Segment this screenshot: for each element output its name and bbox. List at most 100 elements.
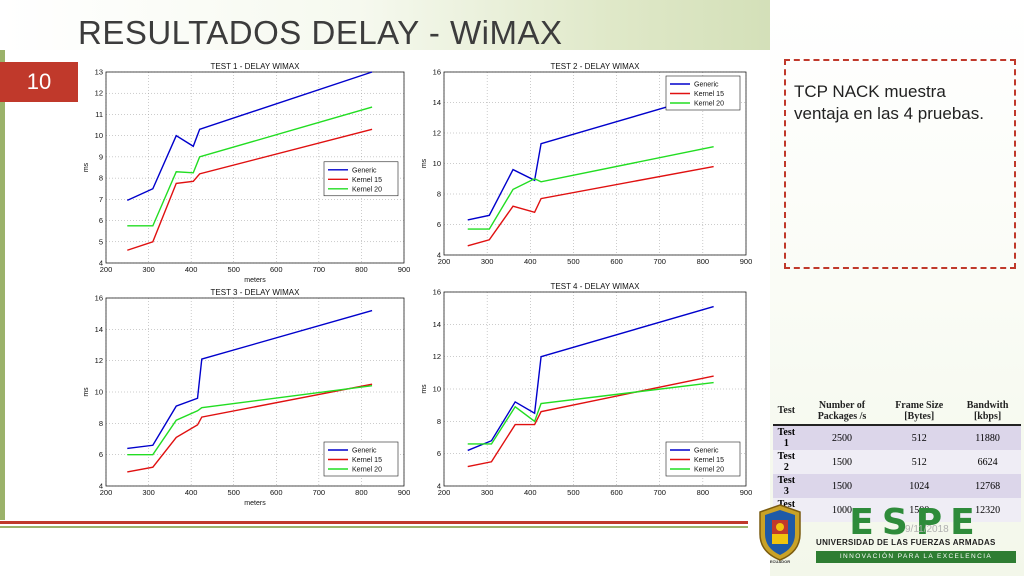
- y-tick-label: 5: [99, 237, 103, 246]
- x-tick-label: 400: [524, 488, 537, 497]
- y-tick-label: 12: [95, 356, 103, 365]
- table-cell: Test 3: [773, 474, 800, 498]
- y-axis-label: ms: [83, 162, 90, 172]
- x-tick-label: 200: [100, 488, 113, 497]
- legend-label: Kernel 15: [352, 457, 382, 464]
- x-tick-label: 200: [438, 257, 451, 266]
- x-tick-label: 800: [355, 488, 368, 497]
- chart-title: TEST 3 - DELAY WIMAX: [211, 288, 301, 297]
- university-emblem-icon: ECUADOR: [759, 504, 801, 564]
- y-tick-label: 10: [433, 385, 441, 394]
- y-tick-label: 7: [99, 195, 103, 204]
- x-tick-label: 400: [185, 488, 198, 497]
- plot-frame: [443, 71, 747, 256]
- y-tick-label: 16: [433, 68, 441, 77]
- series-line-kernel-20: [467, 146, 714, 230]
- university-name: UNIVERSIDAD DE LAS FUERZAS ARMADAS: [816, 538, 996, 547]
- x-tick-label: 900: [740, 257, 753, 266]
- x-tick-label: 600: [610, 257, 623, 266]
- x-axis-label: meters: [244, 500, 266, 507]
- x-tick-label: 900: [398, 265, 411, 274]
- y-tick-label: 8: [437, 417, 441, 426]
- table-cell: 1000: [799, 498, 885, 522]
- y-tick-label: 14: [433, 98, 441, 107]
- series-line-kernel-20: [127, 385, 373, 456]
- chart-title: TEST 2 - DELAY WIMAX: [551, 62, 641, 71]
- y-tick-label: 4: [437, 482, 441, 491]
- table-header-row: Test Number of Packages /s Frame Size [B…: [773, 397, 1021, 426]
- x-tick-label: 400: [524, 257, 537, 266]
- table-header-cell: Bandwith [kbps]: [954, 397, 1021, 426]
- legend-label: Kernel 15: [352, 177, 382, 184]
- series-line-kernel-15: [467, 375, 714, 468]
- series-line-kernel-20: [127, 106, 373, 227]
- y-tick-label: 12: [433, 352, 441, 361]
- x-tick-label: 800: [355, 265, 368, 274]
- table-cell: 6624: [954, 450, 1021, 474]
- x-tick-label: 300: [142, 488, 155, 497]
- y-tick-label: 16: [95, 294, 103, 303]
- table-cell: 1024: [884, 474, 955, 498]
- plot-frame: [443, 291, 747, 487]
- legend-label: Generic: [352, 448, 377, 455]
- legend-label: Kernel 15: [694, 91, 724, 98]
- legend-label: Kernel 20: [352, 186, 382, 193]
- table-cell: Test 1: [773, 425, 800, 450]
- espe-logo: ECUADOR ESPE UNIVERSIDAD DE LAS FUERZAS …: [750, 500, 1024, 576]
- chart-svg: TEST 4 - DELAY WIMAX 200 300 400 500 600 700 80…: [421, 282, 753, 497]
- x-tick-label: 600: [270, 488, 283, 497]
- legend-box: [665, 75, 741, 111]
- table-cell: 512: [884, 450, 955, 474]
- x-tick-label: 800: [697, 488, 710, 497]
- x-tick-label: 900: [740, 488, 753, 497]
- y-tick-label: 10: [95, 388, 103, 397]
- x-tick-label: 700: [313, 265, 326, 274]
- table-cell: 12320: [954, 498, 1021, 522]
- series-line-generic: [467, 92, 714, 221]
- x-tick-label: 900: [398, 488, 411, 497]
- slide-number: 10: [0, 62, 78, 102]
- table-cell: 1500: [884, 498, 955, 522]
- y-tick-label: 10: [95, 131, 103, 140]
- series-line-kernel-15: [467, 165, 714, 247]
- series-line-generic: [467, 305, 714, 452]
- callout-text: TCP NACK muestra ventaja en las 4 prueba…: [794, 82, 984, 123]
- chart-title: TEST 1 - DELAY WIMAX: [211, 62, 301, 71]
- x-axis-label: meters: [244, 277, 266, 284]
- espe-wordmark-icon: ESPE: [849, 504, 983, 538]
- x-tick-label: 500: [227, 265, 240, 274]
- x-tick-label: 500: [567, 257, 580, 266]
- series-line-kernel-15: [127, 128, 373, 251]
- x-tick-label: 500: [567, 488, 580, 497]
- x-tick-label: 300: [142, 265, 155, 274]
- y-tick-label: 9: [99, 152, 103, 161]
- x-tick-label: 600: [610, 488, 623, 497]
- y-tick-label: 6: [99, 450, 103, 459]
- plot-frame: [105, 297, 405, 487]
- series-line-generic: [126, 71, 373, 202]
- x-tick-label: 800: [697, 257, 710, 266]
- chart-svg: TEST 3 - DELAY WIMAX 200 300 400 500 600 700 80…: [83, 288, 411, 507]
- y-tick-label: 12: [95, 89, 103, 98]
- plot-frame: [105, 71, 405, 264]
- chart-test-1: TEST 1 - DELAY WIMAX 200 300 400 500 600 700 80…: [82, 60, 414, 285]
- y-tick-label: 4: [99, 259, 103, 268]
- x-tick-label: 300: [481, 488, 494, 497]
- y-tick-label: 4: [99, 482, 103, 491]
- y-tick-label: 14: [95, 325, 103, 334]
- legend-label: Generic: [694, 82, 719, 89]
- chart-svg: TEST 2 - DELAY WIMAX 200 300 400 500 600 700 80…: [421, 62, 753, 266]
- x-tick-label: 300: [481, 257, 494, 266]
- table-cell: 2500: [799, 425, 885, 450]
- legend-label: Kernel 20: [694, 467, 724, 474]
- table-cell: Test 2: [773, 450, 800, 474]
- legend-label: Generic: [694, 448, 719, 455]
- x-tick-label: 700: [653, 257, 666, 266]
- chart-title: TEST 4 - DELAY WIMAX: [551, 282, 641, 291]
- legend-label: Kernel 15: [694, 457, 724, 464]
- chart-svg: TEST 1 - DELAY WIMAX 200 300 400 500 600 700 80…: [83, 62, 411, 284]
- svg-text:ESPE: ESPE: [849, 504, 983, 538]
- y-tick-label: 4: [437, 251, 441, 260]
- x-tick-label: 200: [100, 265, 113, 274]
